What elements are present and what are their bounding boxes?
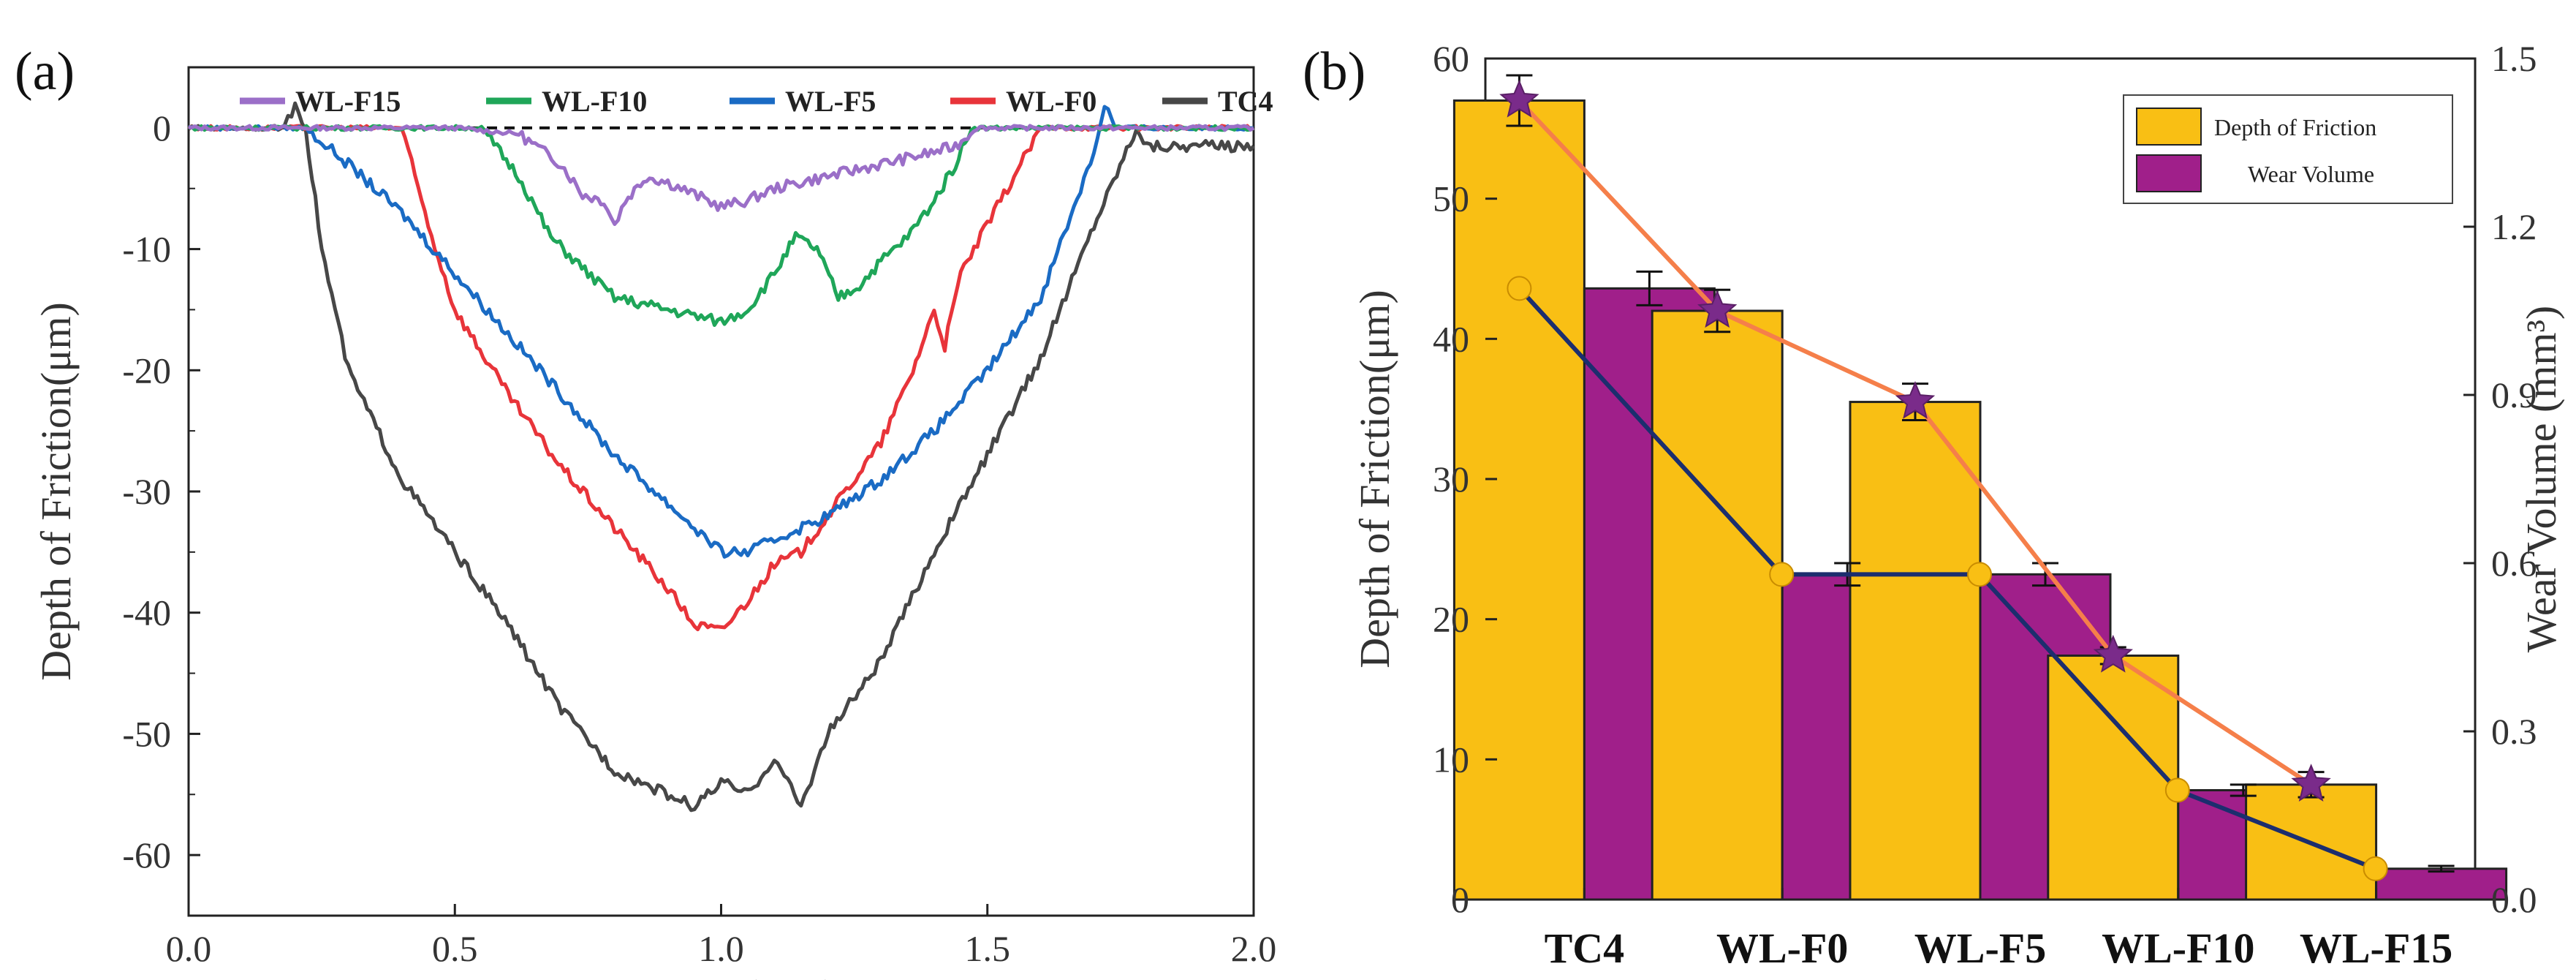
legend-label-depth: Depth of Friction [2214, 114, 2376, 140]
y-tick-label-a: -60 [122, 834, 171, 875]
legend-label-wl-f5: WL-F5 [785, 85, 876, 118]
category-label-wl-f10: WL-F10 [2102, 924, 2254, 972]
y-tick-label-b-right: 1.5 [2491, 38, 2537, 79]
y-tick-label-a: -50 [122, 713, 171, 754]
legend-label-wear: Wear Volume [2248, 161, 2374, 187]
y-tick-label-b-left: 0 [1451, 879, 1469, 920]
x-tick-label-a: 1.5 [965, 928, 1011, 969]
category-label-tc4: TC4 [1545, 924, 1625, 972]
y-tick-label-b-left: 30 [1433, 459, 1469, 500]
x-tick-label-a: 2.0 [1231, 928, 1277, 969]
y-tick-label-b-right: 0.9 [2491, 374, 2537, 415]
x-tick-label-a: 0.0 [166, 928, 212, 969]
legend-label-wl-f15: WL-F15 [295, 85, 401, 118]
y-tick-label-b-left: 40 [1433, 318, 1469, 359]
y-tick-label-b-left: 20 [1433, 599, 1469, 640]
marker-wear-tc4 [1507, 276, 1532, 301]
marker-depth-wl-f0 [1697, 290, 1738, 328]
panel-label-a: (a) [15, 42, 75, 102]
y-tick-label-b-right: 1.2 [2491, 206, 2537, 247]
panel-label-b: (b) [1303, 42, 1365, 102]
y-tick-label-a: -30 [122, 471, 171, 512]
marker-wear-wl-f5 [1967, 562, 1992, 587]
legend-label-tc4: TC4 [1218, 85, 1273, 118]
line-series-tc4 [187, 101, 1255, 813]
x-axis-title-a: Position(mm) [605, 971, 838, 980]
bar-wear-wl-f15 [2375, 867, 2508, 901]
y-tick-label-a: -20 [122, 350, 171, 391]
y-axis-title-a: Depth of Friction(μm) [32, 302, 80, 681]
panel-a-line-chart: 0.0 0.5 1.0 1.5 2.0 0 -10 -20 -30 -40 -50 -60 Positi… [15, 42, 1276, 980]
legend-label-wl-f0: WL-F0 [1006, 85, 1096, 118]
y-tick-label-b-left: 50 [1433, 178, 1469, 219]
x-tick-label-a: 0.5 [432, 928, 478, 969]
line-series-wl-f15 [188, 124, 1255, 226]
marker-depth-wl-f15 [2291, 764, 2331, 802]
legend-swatch-wear [2136, 154, 2202, 192]
legend-swatch-depth [2136, 108, 2202, 146]
panel-b-bar-chart: TC4 WL-F0 WL-F5 WL-F10 WL-F15 0 10 20 30 40 50 60 0.… [1303, 38, 2565, 972]
category-label-wl-f0: WL-F0 [1716, 924, 1848, 972]
marker-wear-wl-f0 [1769, 562, 1795, 587]
plot-frame-a [187, 66, 1255, 917]
y-tick-label-b-left: 60 [1433, 38, 1469, 79]
y-tick-label-a: -40 [122, 592, 171, 633]
bar-depth-wl-f5 [1849, 401, 1982, 901]
y-tick-label-b-right: 0.6 [2491, 543, 2537, 584]
y-axis-title-b-left: Depth of Friction(μm) [1351, 290, 1398, 668]
marker-wear-wl-f15 [2363, 856, 2388, 881]
y-tick-label-b-right: 0.3 [2491, 711, 2537, 752]
y-tick-label-a: -10 [122, 229, 171, 270]
marker-wear-wl-f10 [2164, 777, 2190, 803]
bar-depth-tc4 [1452, 99, 1586, 901]
marker-depth-wl-f10 [2093, 634, 2133, 673]
legend-label-wl-f10: WL-F10 [542, 85, 647, 118]
marker-depth-wl-f5 [1895, 381, 1936, 419]
category-label-wl-f15: WL-F15 [2300, 924, 2452, 972]
y-tick-label-a: 0 [153, 108, 171, 148]
bar-depth-wl-f10 [2047, 655, 2180, 901]
bar-depth-wl-f0 [1651, 309, 1784, 901]
line-series-wl-f5 [188, 105, 1254, 559]
y-tick-label-b-left: 10 [1433, 739, 1469, 780]
x-tick-label-a: 1.0 [698, 928, 744, 969]
marker-depth-tc4 [1499, 79, 1539, 118]
y-axis-title-b-right: Wear Volume (mm³) [2518, 306, 2565, 652]
y-tick-label-b-right: 0.0 [2491, 879, 2537, 920]
category-label-wl-f5: WL-F5 [1914, 924, 2046, 972]
